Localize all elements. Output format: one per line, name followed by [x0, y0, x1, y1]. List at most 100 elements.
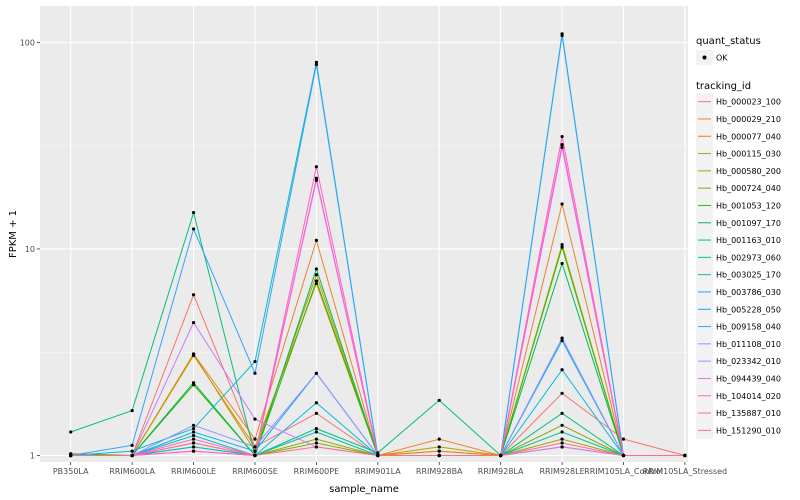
data-point — [191, 426, 196, 431]
legend-label: Hb_151290_010 — [716, 426, 781, 435]
legend-series-items: Hb_000023_100 Hb_000029_210 Hb_000077_040 H… — [696, 93, 781, 439]
data-point — [314, 238, 318, 242]
x-tick-label: RRIM928LE — [539, 467, 584, 476]
legend-label: Hb_000029_210 — [716, 115, 781, 124]
legend-label: Hb_135887_010 — [716, 409, 781, 418]
data-point — [314, 60, 318, 64]
data-point — [130, 408, 134, 413]
data-point — [314, 371, 318, 375]
data-point — [69, 430, 73, 434]
data-point — [191, 381, 196, 385]
x-axis: PB350LA RRIM600LA RRIM600LE RRIM600SE RRIM60… — [53, 462, 727, 476]
y-tick-label: 10 — [25, 245, 35, 254]
data-point — [437, 445, 441, 449]
data-point — [253, 371, 257, 375]
data-point — [253, 449, 257, 453]
data-point — [560, 245, 564, 249]
x-tick-label: RRIM928BA — [416, 467, 463, 476]
data-point — [69, 453, 73, 458]
x-tick-label: RRIM901LA — [355, 467, 401, 476]
legend-title-quant-status: quant_status — [696, 36, 761, 47]
data-point — [560, 142, 564, 147]
legend-label-ok: OK — [716, 54, 728, 63]
data-point — [253, 437, 257, 441]
data-point — [191, 320, 196, 325]
data-point — [191, 437, 196, 441]
data-point — [437, 453, 441, 458]
data-point — [191, 352, 196, 356]
data-point — [560, 202, 564, 206]
legend-label: Hb_011108_010 — [716, 340, 781, 349]
x-tick-label: RRIM600PE — [294, 467, 340, 476]
data-point — [314, 401, 318, 405]
data-point — [560, 430, 564, 434]
data-point — [253, 359, 257, 364]
data-point — [560, 261, 564, 266]
legend-label: Hb_000077_040 — [716, 132, 781, 141]
data-point — [560, 32, 564, 36]
legend-label: Hb_001097_170 — [716, 219, 781, 228]
data-point — [560, 242, 564, 247]
data-point — [621, 453, 626, 458]
data-point — [191, 423, 196, 427]
data-point — [191, 449, 196, 453]
data-point — [560, 391, 564, 395]
x-tick-label: RRIM105LA_Stressed — [643, 467, 727, 476]
x-tick-label: RRIM928LA — [478, 467, 524, 476]
data-point — [314, 411, 318, 415]
legend: quant_status OK tracking_id Hb_000023_10… — [696, 36, 781, 439]
data-point — [191, 441, 196, 445]
data-point — [191, 293, 196, 297]
legend-label: Hb_003025_170 — [716, 271, 781, 280]
data-point — [499, 453, 503, 458]
legend-label: Hb_009158_040 — [716, 323, 781, 332]
data-point — [314, 267, 318, 271]
data-point — [314, 63, 318, 67]
legend-label: Hb_104014_020 — [716, 392, 781, 401]
data-point — [314, 273, 318, 277]
data-point — [437, 437, 441, 441]
data-point — [253, 453, 257, 458]
data-point — [191, 227, 196, 231]
legend-point-icon — [702, 55, 707, 60]
data-point — [560, 423, 564, 427]
y-tick-label: 100 — [20, 38, 35, 47]
legend-label: Hb_005228_050 — [716, 305, 781, 314]
data-point — [314, 445, 318, 449]
data-point — [683, 453, 687, 458]
data-points — [69, 32, 687, 458]
y-axis-title: FPKM + 1 — [8, 210, 19, 258]
data-point — [437, 449, 441, 453]
data-point — [560, 368, 564, 372]
data-point — [314, 430, 318, 434]
x-axis-title: sample_name — [329, 484, 399, 495]
legend-label: Hb_000115_030 — [716, 150, 781, 159]
legend-label: Hb_000580_200 — [716, 167, 781, 176]
x-tick-label: RRIM600LE — [171, 467, 216, 476]
data-point — [130, 449, 134, 453]
x-tick-label: RRIM600LA — [109, 467, 155, 476]
legend-label: Hb_001163_010 — [716, 236, 781, 245]
data-point — [130, 443, 134, 447]
data-point — [437, 398, 441, 402]
x-tick-label: RRIM600SE — [232, 467, 278, 476]
data-point — [560, 411, 564, 415]
data-point — [314, 426, 318, 431]
data-point — [560, 445, 564, 449]
x-tick-label: PB350LA — [53, 467, 89, 476]
data-point — [253, 417, 257, 421]
data-point — [560, 145, 564, 150]
data-point — [253, 445, 257, 449]
data-point — [191, 433, 196, 438]
data-point — [314, 441, 318, 445]
data-point — [191, 445, 196, 449]
data-point — [191, 430, 196, 434]
grid-minor — [40, 145, 688, 353]
data-point — [560, 338, 564, 343]
data-point — [376, 451, 380, 455]
legend-label: Hb_003786_030 — [716, 288, 781, 297]
data-point — [314, 165, 318, 169]
data-point — [560, 336, 564, 340]
legend-label: Hb_023342_010 — [716, 357, 781, 366]
